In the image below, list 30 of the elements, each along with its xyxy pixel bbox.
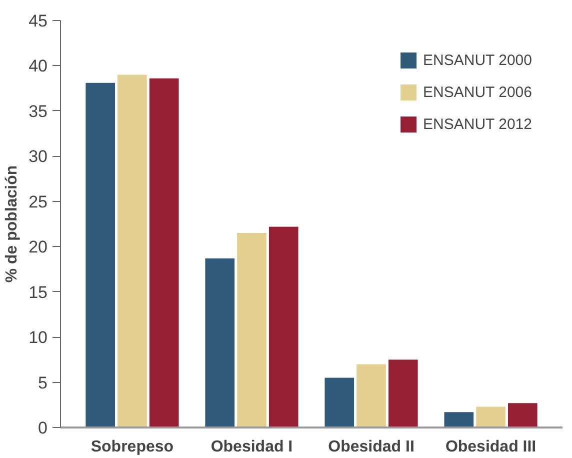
y-tick-label: 20 [28,238,48,257]
bar [149,78,179,428]
y-tick-label: 5 [38,373,48,392]
bar [86,82,116,428]
x-tick-label: Sobrepeso [90,438,174,456]
y-tick-label: 30 [28,147,48,166]
y-tick-label: 35 [28,102,48,121]
bar [268,226,298,428]
bar [324,378,354,428]
y-tick-label: 40 [28,56,48,76]
bar [356,364,386,428]
bar [237,233,266,428]
bar [205,258,235,428]
y-tick-label: 25 [28,192,48,212]
bar [118,74,147,428]
bar [476,406,506,428]
bar [444,412,474,428]
x-tick-label: Obesidad II [328,438,414,456]
y-tick-label: 10 [28,328,48,348]
bar [388,360,418,428]
x-tick-label: Obesidad I [210,438,293,456]
y-tick-label: 45 [28,12,48,30]
y-axis-title: % de población [4,165,21,283]
y-tick-label: 0 [38,418,48,438]
y-tick-label: 15 [28,282,48,302]
x-tick-label: Obesidad III [445,438,536,456]
legend-label: ENSANUT 2006 [423,84,532,100]
legend-label: ENSANUT 2012 [423,116,532,132]
bar [508,403,538,428]
legend-label: ENSANUT 2000 [423,52,532,68]
